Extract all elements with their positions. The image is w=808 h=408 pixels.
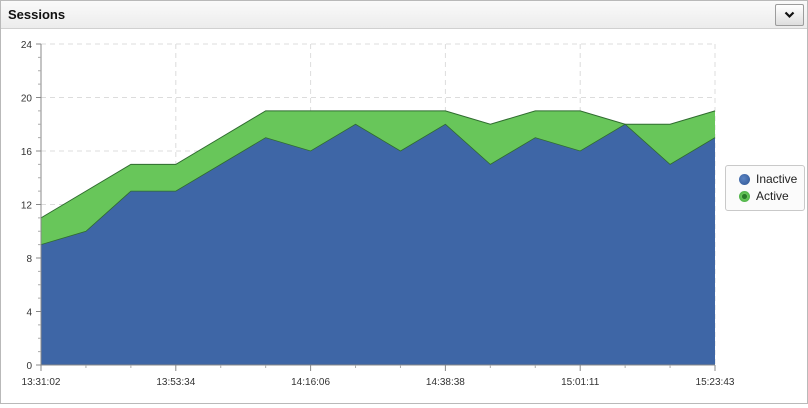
chevron-down-icon — [784, 11, 795, 19]
legend-dot-active — [739, 191, 750, 202]
x-tick-label: 13:31:02 — [22, 377, 61, 388]
panel-header: Sessions — [1, 1, 807, 29]
legend-label-active: Active — [756, 189, 789, 203]
y-tick-label: 4 — [26, 308, 32, 319]
y-tick-label: 0 — [26, 361, 32, 372]
legend-dot-inactive — [739, 174, 750, 185]
series-area-inactive — [41, 124, 715, 365]
series-line-inactive — [40, 123, 716, 246]
y-tick-label: 8 — [26, 254, 32, 265]
chart-svg: 0 4 8 12 16 20 24 13:31:02 13:53:34 14:16:06 14:38… — [21, 40, 735, 388]
series-line-active — [40, 110, 716, 219]
x-tick-label: 15:23:43 — [696, 377, 735, 388]
x-tick-label: 14:16:06 — [291, 377, 330, 388]
x-tick-label: 13:53:34 — [156, 377, 195, 388]
x-tick-label: 15:01:11 — [561, 377, 600, 388]
y-tick-label: 16 — [21, 147, 33, 158]
sessions-chart: 0 4 8 12 16 20 24 13:31:02 13:53:34 14:16:06 14:38… — [1, 29, 807, 403]
chart-legend: Inactive Active — [725, 165, 805, 211]
x-tick-label: 14:38:38 — [426, 377, 465, 388]
legend-label-inactive: Inactive — [756, 172, 798, 186]
y-tick-label: 24 — [21, 40, 33, 51]
collapse-button[interactable] — [775, 4, 804, 26]
y-tick-label: 12 — [21, 201, 33, 212]
y-tick-label: 20 — [21, 94, 33, 105]
panel-title: Sessions — [8, 7, 66, 22]
